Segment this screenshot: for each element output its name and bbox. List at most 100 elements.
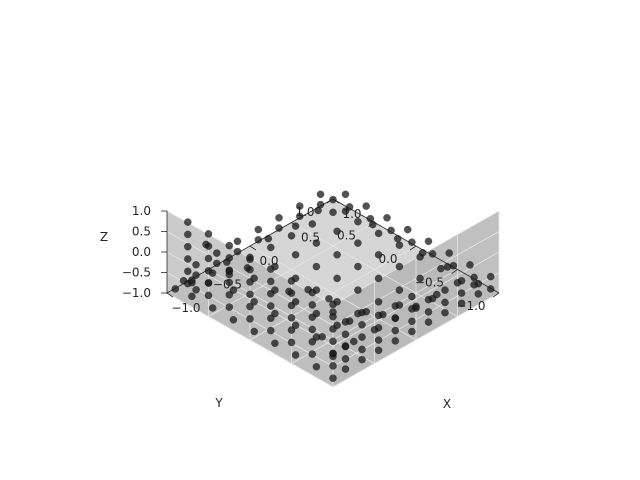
data-point	[225, 278, 234, 287]
x-tick	[291, 222, 298, 227]
data-point	[308, 301, 317, 309]
data-point	[437, 264, 445, 273]
data-point	[341, 355, 350, 363]
data-point	[432, 290, 441, 299]
x-tick	[332, 198, 340, 204]
data-point	[362, 307, 371, 316]
data-point	[233, 247, 242, 256]
x-tick	[208, 269, 215, 274]
z-tick-label: 0.0	[132, 245, 151, 259]
data-point	[403, 225, 412, 234]
y-tick	[409, 245, 417, 251]
data-point	[358, 333, 366, 341]
data-point	[312, 333, 321, 341]
data-point	[183, 255, 192, 263]
data-point	[287, 338, 296, 347]
data-point	[179, 276, 188, 285]
data-point	[408, 238, 416, 247]
z-tick-label: −0.5	[122, 266, 151, 280]
data-point	[308, 220, 317, 228]
data-point	[370, 325, 379, 334]
data-point	[341, 342, 350, 350]
data-point	[312, 239, 321, 247]
data-point	[341, 330, 350, 339]
data-point	[374, 229, 383, 238]
data-point	[354, 286, 362, 294]
data-point	[246, 290, 254, 299]
grid-line-y-floor	[249, 245, 417, 341]
y-tick-label: 0.5	[337, 229, 356, 243]
data-point	[354, 262, 362, 271]
data-point	[204, 230, 213, 238]
data-point	[271, 309, 279, 318]
x-tick-label: −0.5	[213, 278, 242, 292]
data-point	[246, 255, 254, 264]
data-point	[333, 321, 341, 330]
data-point	[222, 258, 231, 267]
data-point	[441, 308, 449, 317]
data-point	[229, 315, 238, 324]
data-point	[308, 350, 317, 358]
data-point	[470, 280, 478, 289]
data-point	[291, 351, 300, 359]
data-point	[408, 327, 416, 336]
data-point	[424, 308, 433, 316]
data-point	[192, 285, 200, 294]
data-point	[391, 314, 400, 322]
data-point	[246, 315, 254, 323]
data-point	[225, 303, 234, 311]
data-point	[374, 336, 383, 344]
data-point	[254, 235, 263, 244]
data-point	[271, 286, 279, 294]
data-point	[391, 337, 400, 345]
data-point	[287, 313, 296, 322]
data-point	[287, 231, 296, 240]
data-point	[204, 254, 213, 263]
data-point	[229, 286, 238, 294]
z-tick-label: 1.0	[132, 204, 151, 218]
grid-line-y-floor	[208, 222, 375, 317]
data-point	[362, 202, 371, 210]
data-point	[291, 250, 300, 259]
data-point	[349, 337, 358, 346]
data-point	[395, 262, 404, 271]
data-point	[285, 287, 293, 296]
data-point	[183, 242, 192, 251]
data-point	[418, 248, 427, 257]
data-point	[246, 302, 254, 311]
data-point	[333, 227, 341, 236]
data-point	[470, 273, 478, 282]
y-tick-label: −1.0	[456, 299, 485, 313]
data-point	[358, 355, 366, 364]
x-tick	[249, 245, 257, 251]
data-point	[275, 224, 283, 232]
data-point	[474, 290, 483, 298]
data-point	[291, 274, 300, 283]
y-tick	[492, 292, 500, 298]
data-point	[250, 274, 258, 283]
data-point	[329, 337, 337, 346]
x-tick-label: −1.0	[171, 301, 200, 315]
data-point	[308, 325, 317, 334]
data-point	[333, 274, 341, 283]
data-point	[374, 250, 383, 259]
data-point	[266, 302, 275, 310]
data-point	[266, 243, 275, 252]
data-point	[264, 234, 273, 243]
data-point	[408, 292, 416, 301]
y-tick-label: 1.0	[295, 205, 314, 219]
data-point	[188, 276, 196, 284]
data-point	[208, 304, 217, 312]
data-point	[341, 190, 350, 199]
x-tick-label: 1.0	[342, 207, 361, 221]
data-point	[312, 286, 321, 294]
data-point	[395, 241, 404, 250]
data-point	[445, 249, 454, 257]
data-point	[183, 218, 192, 226]
data-point	[233, 237, 242, 246]
data-point	[354, 217, 362, 226]
x-tick-label: 0.0	[259, 254, 278, 268]
data-point	[183, 230, 192, 239]
